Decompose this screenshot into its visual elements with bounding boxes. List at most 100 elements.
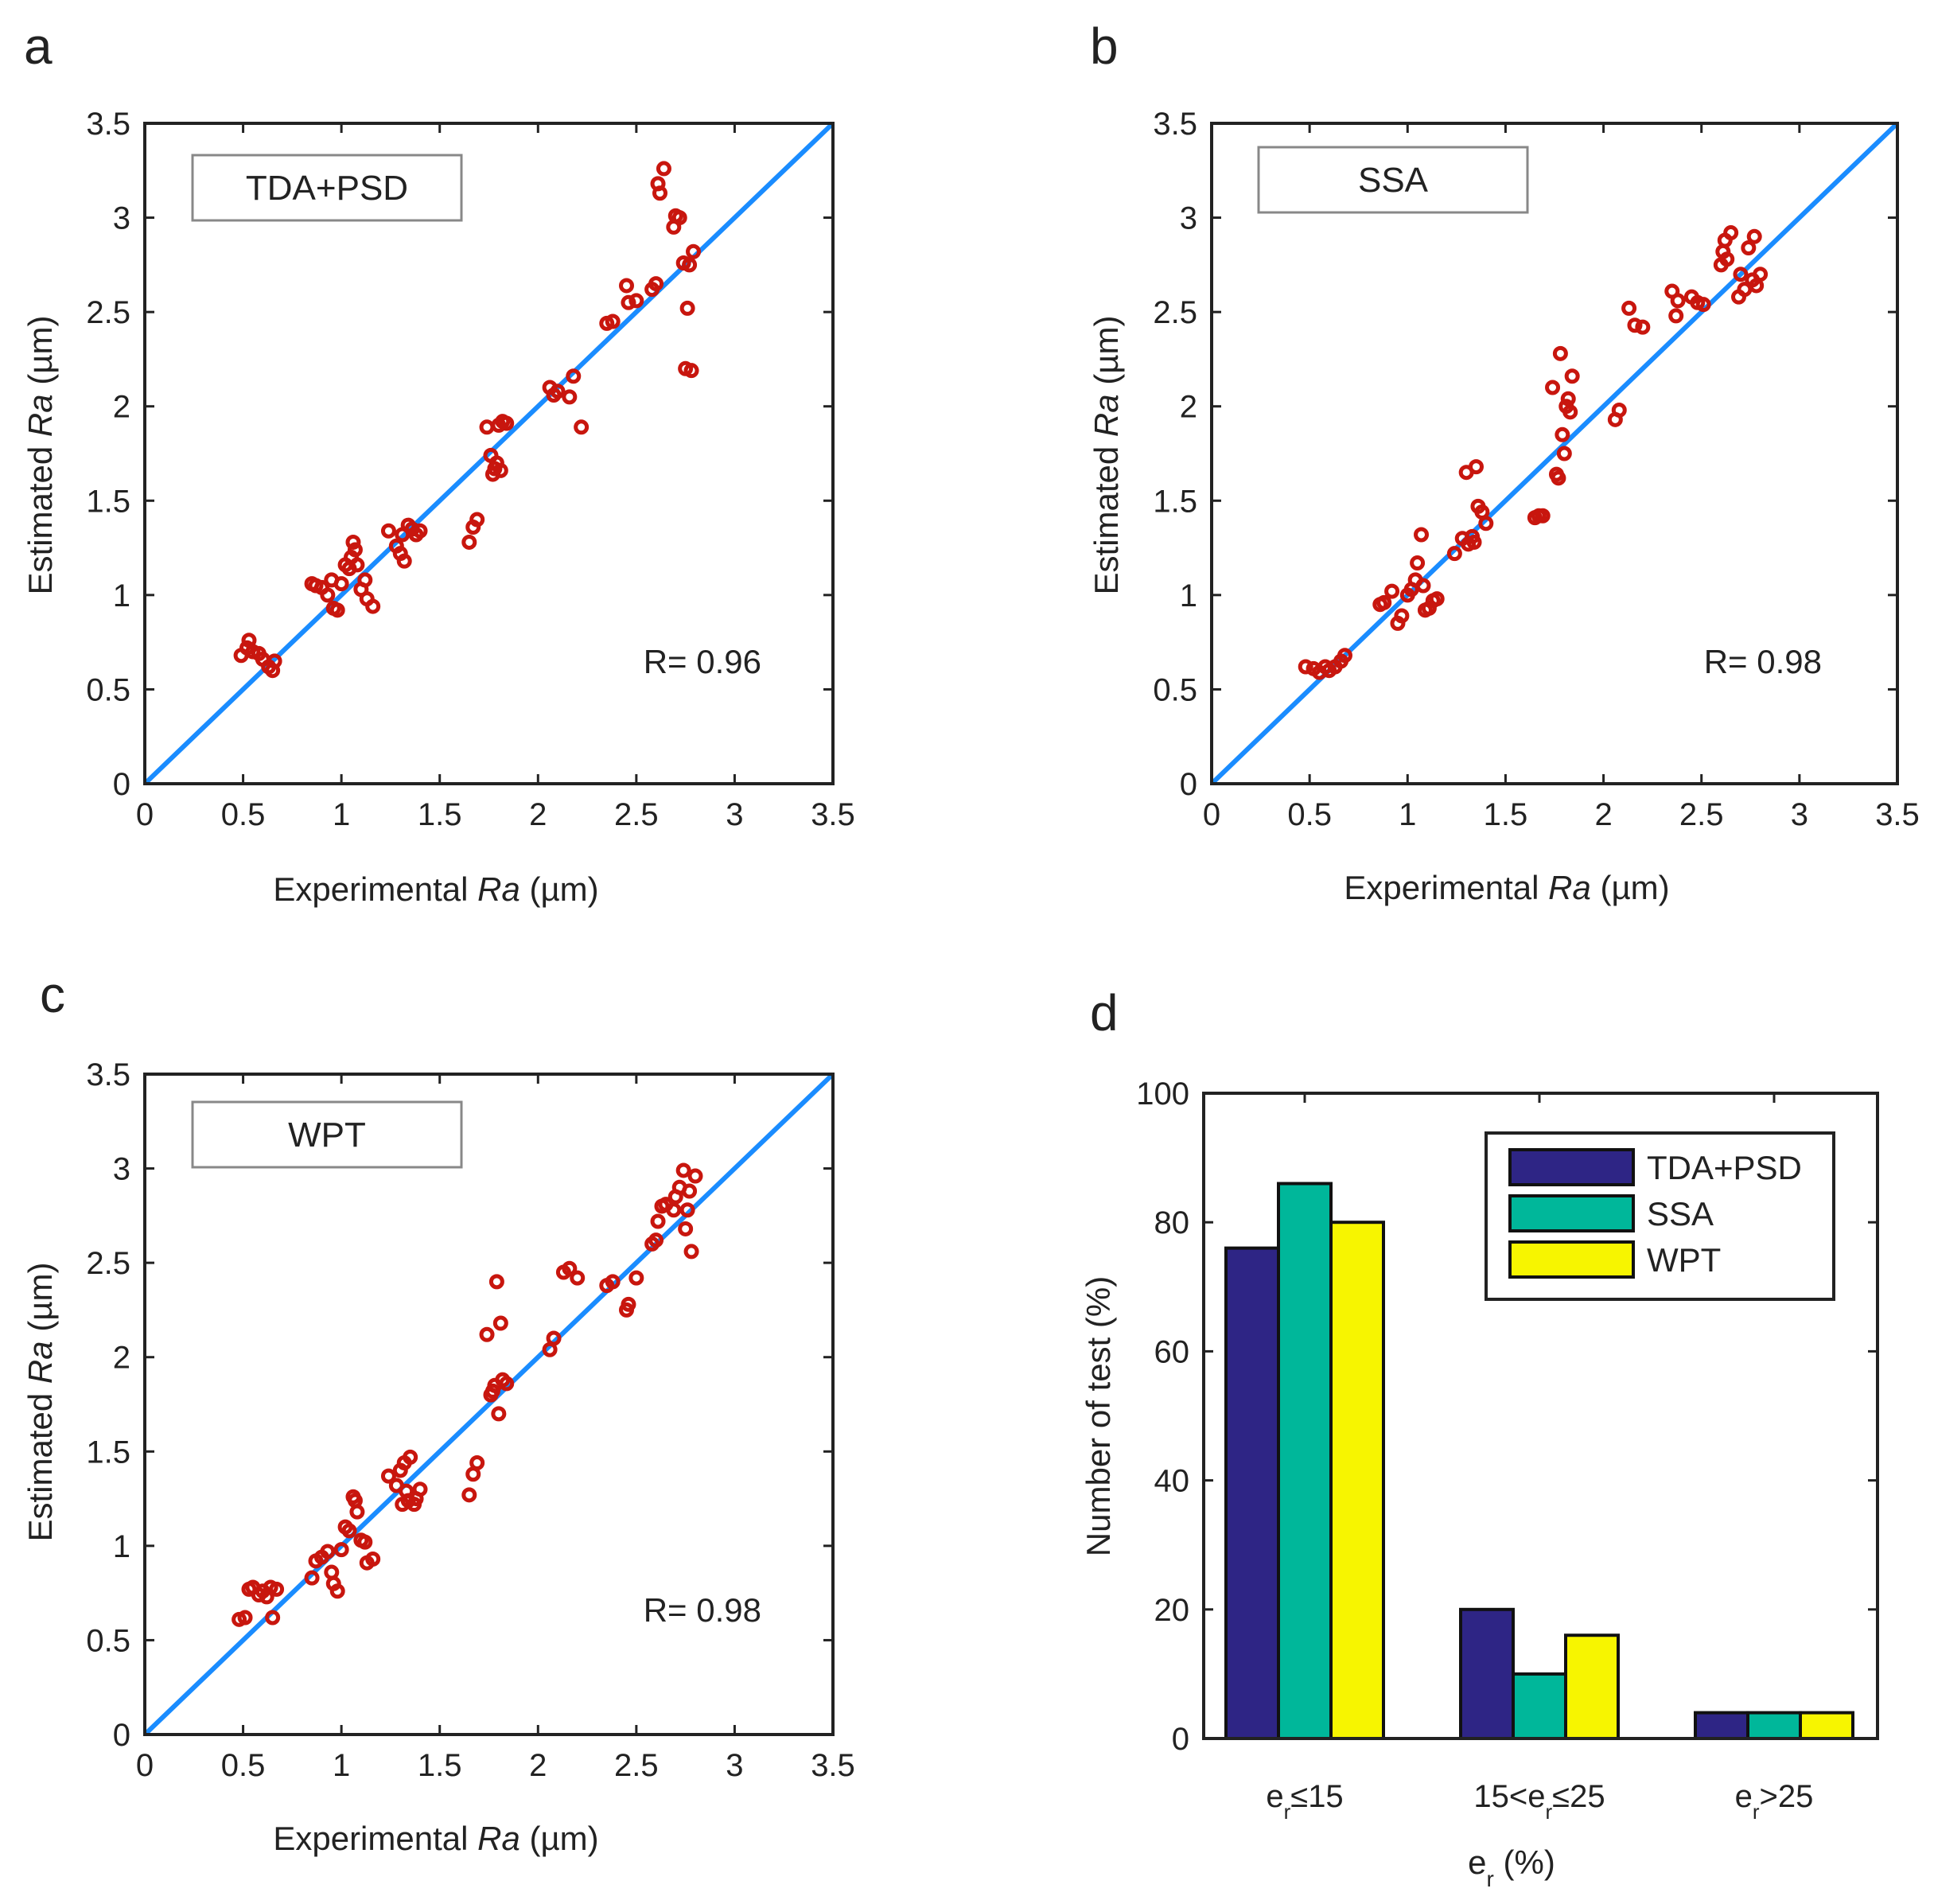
scatter-point — [1478, 516, 1494, 531]
correlation-label: R= 0.98 — [1704, 643, 1822, 680]
category-label-subscript: r — [1753, 1800, 1760, 1824]
x-axis-title-prefix: Experimental — [273, 1820, 477, 1857]
scatter-point — [345, 534, 361, 550]
panel-letter-d: d — [1090, 984, 1119, 1042]
scatter-point — [648, 1232, 664, 1248]
y-tick-label: 20 — [1154, 1593, 1190, 1628]
scatter-point — [324, 1564, 340, 1580]
scatter-point — [1627, 317, 1643, 333]
scatter-point — [562, 389, 578, 405]
x-axis-title: er (%) — [1468, 1844, 1555, 1891]
y-tick-label: 1.5 — [1153, 484, 1197, 519]
scatter-point — [650, 1213, 666, 1229]
x-axis-title-prefix: Experimental — [273, 870, 477, 908]
x-axis-title-variable: Ra — [477, 870, 520, 908]
scatter-point — [605, 313, 621, 329]
x-tick-label: 2 — [529, 797, 547, 832]
scatter-point — [621, 294, 636, 310]
y-tick-label: 2 — [113, 1341, 130, 1376]
x-axis-title: Experimental Ra (µm) — [1344, 869, 1669, 906]
scatter-point — [686, 243, 702, 259]
y-axis-title-prefix: Estimated — [1088, 437, 1125, 594]
x-tick-label: 2.5 — [614, 1748, 659, 1783]
scatter-point — [304, 1570, 320, 1586]
scatter-point — [1723, 225, 1739, 241]
scatter-point — [1635, 319, 1651, 335]
y-tick-label: 0 — [1172, 1722, 1189, 1757]
scatter-point — [237, 1610, 253, 1626]
plot-area — [1202, 1092, 1879, 1740]
category-label: er>25 — [1735, 1779, 1814, 1824]
category-label-part: ≤25 — [1552, 1779, 1605, 1814]
scatter-point — [269, 1581, 285, 1597]
scatter-point — [1410, 555, 1426, 571]
scatter-point — [1414, 527, 1430, 543]
x-tick-label: 3.5 — [1875, 797, 1920, 832]
bar — [1459, 1607, 1515, 1741]
legend-label: SSA — [1358, 161, 1429, 200]
y-axis-title-unit: (µm) — [21, 1263, 59, 1341]
scatter-point — [1466, 534, 1482, 550]
scatter-point — [574, 419, 590, 435]
scatter-point — [365, 1551, 381, 1567]
scatter-point — [678, 1221, 694, 1236]
scatter-point — [461, 1487, 477, 1503]
x-axis-title: Experimental Ra (µm) — [273, 870, 598, 908]
scatter-point — [1446, 546, 1462, 562]
bar — [1746, 1711, 1802, 1741]
correlation-label: R= 0.96 — [644, 643, 761, 680]
scatter-point — [365, 598, 381, 614]
y-tick-label: 3.5 — [1153, 107, 1197, 142]
x-tick-label: 0.5 — [221, 1748, 266, 1783]
scatter-point — [1562, 404, 1578, 420]
legend-box: SSA — [1257, 146, 1529, 214]
identity-line — [142, 121, 835, 786]
y-tick-label: 3.5 — [86, 1057, 130, 1092]
bar — [1564, 1633, 1620, 1740]
scatter-point — [380, 1468, 396, 1484]
legend-label: WPT — [288, 1116, 366, 1154]
x-axis-title-variable: Ra — [1548, 869, 1591, 906]
scatter-point — [1668, 308, 1684, 324]
tick-labels: 00 0.5 0.5 1 1 1.5 1.5 2 2 2.5 2.5 3 3 3.5 3.5 — [86, 1057, 854, 1783]
x-axis-title-unit: (µm) — [520, 870, 599, 908]
y-tick-label: 2.5 — [86, 1246, 130, 1281]
x-tick-label: 1.5 — [418, 1748, 462, 1783]
scatter-point — [1535, 508, 1551, 524]
bar — [1329, 1221, 1385, 1740]
scatter-point — [469, 1455, 485, 1471]
x-tick-label: 0.5 — [221, 797, 266, 832]
x-tick-label: 2 — [1594, 797, 1612, 832]
y-tick-label: 80 — [1154, 1205, 1190, 1240]
x-tick-label: 1 — [1399, 797, 1416, 832]
y-tick-label: 3 — [1180, 201, 1197, 236]
y-tick-label: 3.5 — [86, 107, 130, 142]
y-tick-label: 1.5 — [86, 1435, 130, 1470]
scatter-point — [683, 1244, 699, 1260]
y-axis-title-prefix: Estimated — [21, 1384, 59, 1541]
panel-letter-b: b — [1090, 18, 1119, 75]
scatter-point — [265, 1610, 281, 1626]
scatter-point — [671, 210, 687, 226]
scatter-points — [232, 1162, 703, 1627]
x-tick-label: 3 — [726, 1748, 743, 1783]
scatter-point — [687, 1168, 703, 1184]
legend-swatch — [1508, 1148, 1635, 1186]
scatter-point — [479, 1326, 495, 1342]
scatter-point — [333, 1542, 349, 1558]
scatter-point — [1552, 345, 1568, 361]
x-tick-label: 0.5 — [1287, 797, 1332, 832]
y-tick-label: 1.5 — [86, 484, 130, 519]
category-label-subscript: r — [1284, 1800, 1291, 1824]
x-axis-title-variable: Ra — [477, 1820, 520, 1857]
scatter-points — [233, 161, 702, 679]
y-axis-title: Estimated Ra (µm) — [21, 1263, 59, 1542]
y-tick-label: 3 — [113, 1152, 130, 1187]
bar — [1799, 1711, 1854, 1741]
scatter-point — [1695, 297, 1711, 313]
scatter-point — [341, 1523, 357, 1539]
x-tick-label: 3.5 — [811, 1748, 855, 1783]
scatter-point — [648, 276, 664, 292]
